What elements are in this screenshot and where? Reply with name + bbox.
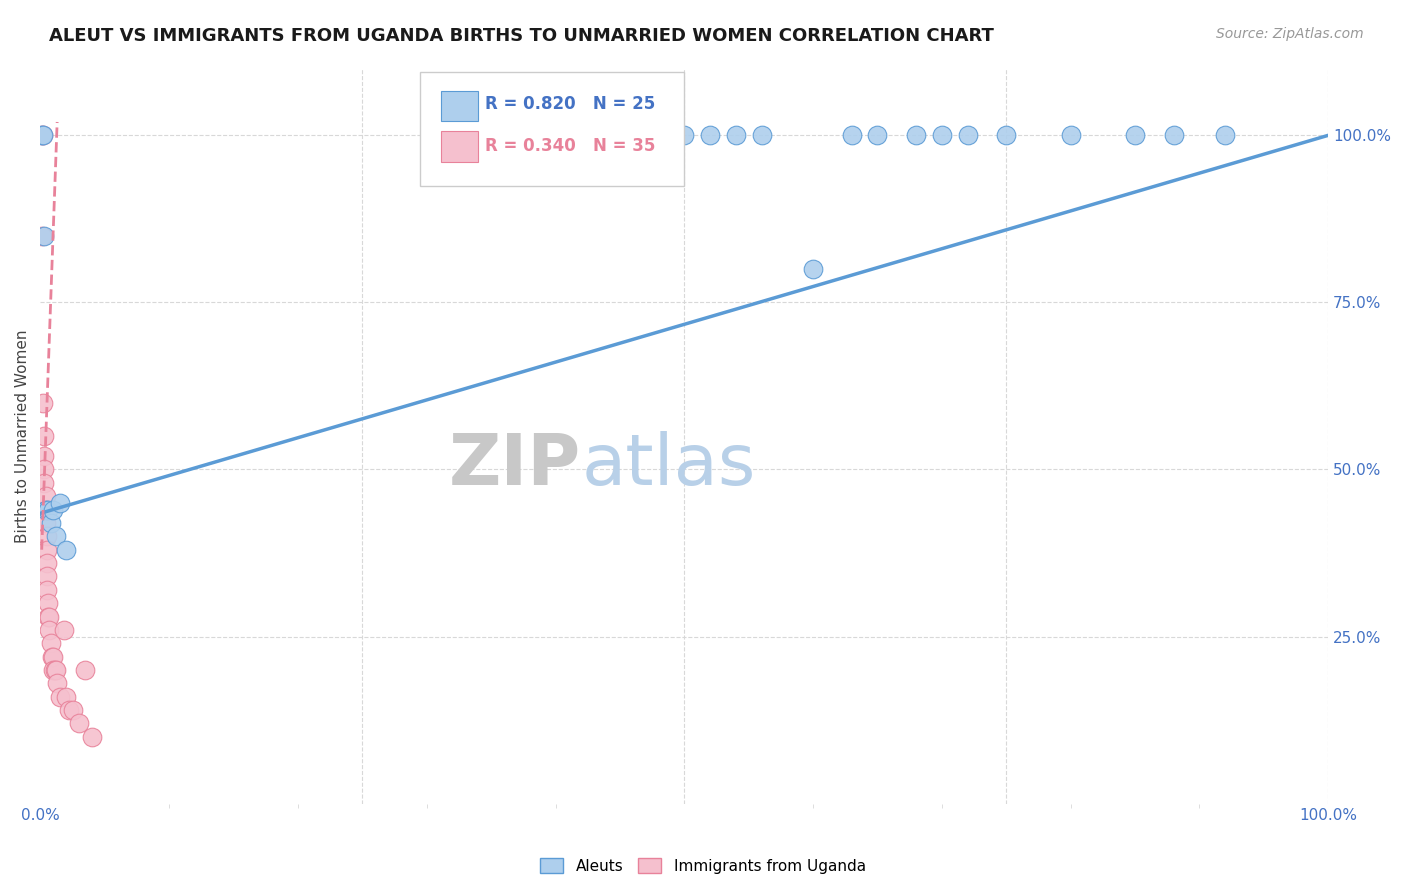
- Point: [45, 529, 67, 543]
- Point: [67, 716, 90, 731]
- Y-axis label: Births to Unmarried Women: Births to Unmarried Women: [15, 329, 30, 543]
- Legend: Aleuts, Immigrants from Uganda: Aleuts, Immigrants from Uganda: [534, 852, 872, 880]
- Point: [1213, 128, 1236, 143]
- Point: [1163, 128, 1185, 143]
- Point: [62, 703, 84, 717]
- FancyBboxPatch shape: [441, 91, 478, 121]
- Point: [39, 636, 62, 650]
- Point: [32, 128, 55, 143]
- Point: [673, 128, 696, 143]
- Point: [37, 609, 59, 624]
- Point: [801, 262, 824, 277]
- Point: [39, 516, 62, 530]
- Point: [48, 690, 70, 704]
- Point: [31, 128, 53, 143]
- Point: [55, 690, 77, 704]
- Point: [42, 502, 65, 516]
- Point: [38, 623, 60, 637]
- Point: [37, 596, 59, 610]
- Text: ALEUT VS IMMIGRANTS FROM UGANDA BIRTHS TO UNMARRIED WOMEN CORRELATION CHART: ALEUT VS IMMIGRANTS FROM UGANDA BIRTHS T…: [49, 27, 994, 45]
- Text: Source: ZipAtlas.com: Source: ZipAtlas.com: [1216, 27, 1364, 41]
- Point: [32, 475, 55, 490]
- Point: [44, 663, 66, 677]
- Point: [45, 663, 67, 677]
- Point: [32, 395, 55, 409]
- Point: [1123, 128, 1146, 143]
- Point: [699, 128, 721, 143]
- Point: [35, 582, 58, 597]
- Point: [32, 449, 55, 463]
- Point: [31, 128, 53, 143]
- Point: [42, 663, 65, 677]
- Point: [41, 649, 63, 664]
- Point: [35, 569, 58, 583]
- Point: [32, 429, 55, 443]
- Point: [32, 128, 55, 143]
- Point: [75, 663, 97, 677]
- Text: R = 0.820   N = 25: R = 0.820 N = 25: [485, 95, 655, 112]
- Point: [1059, 128, 1081, 143]
- Point: [42, 649, 65, 664]
- Point: [956, 128, 979, 143]
- Point: [751, 128, 773, 143]
- Point: [55, 542, 77, 557]
- Point: [724, 128, 747, 143]
- Point: [80, 730, 103, 744]
- Point: [32, 462, 55, 476]
- Point: [866, 128, 889, 143]
- Point: [995, 128, 1018, 143]
- Point: [905, 128, 928, 143]
- Point: [46, 676, 69, 690]
- Point: [35, 556, 58, 570]
- Point: [32, 228, 55, 243]
- Point: [34, 502, 56, 516]
- Point: [35, 542, 58, 557]
- Text: atlas: atlas: [581, 431, 755, 500]
- Point: [34, 502, 56, 516]
- Point: [38, 609, 60, 624]
- Point: [58, 703, 80, 717]
- Point: [52, 623, 75, 637]
- Point: [34, 516, 56, 530]
- Point: [35, 529, 58, 543]
- Text: ZIP: ZIP: [449, 431, 581, 500]
- Point: [841, 128, 863, 143]
- Point: [931, 128, 953, 143]
- FancyBboxPatch shape: [420, 72, 685, 186]
- Point: [31, 228, 53, 243]
- Text: R = 0.340   N = 35: R = 0.340 N = 35: [485, 136, 655, 154]
- FancyBboxPatch shape: [441, 131, 478, 161]
- Point: [37, 502, 59, 516]
- Point: [34, 489, 56, 503]
- Point: [48, 496, 70, 510]
